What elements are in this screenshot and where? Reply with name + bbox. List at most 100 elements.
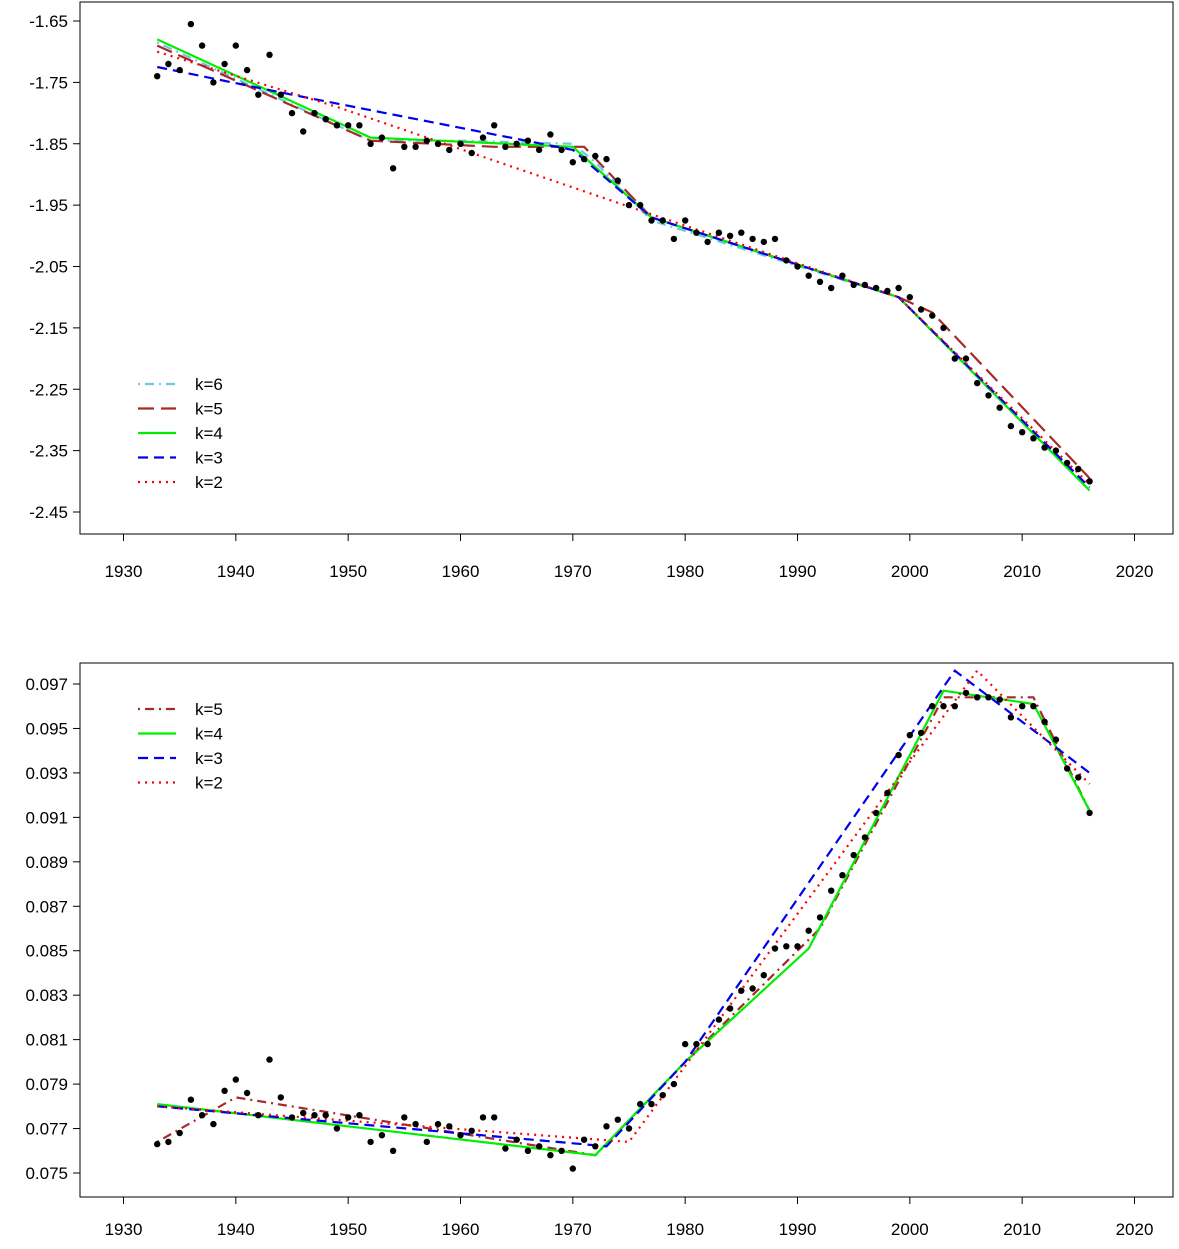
data-point	[783, 257, 790, 264]
data-point	[322, 1112, 329, 1119]
data-point	[378, 134, 386, 141]
data-point	[861, 281, 869, 289]
x-tick-label: 1940	[217, 1220, 255, 1239]
data-point	[502, 1145, 509, 1152]
data-point	[580, 155, 588, 163]
data-point	[491, 122, 498, 129]
data-point	[996, 696, 1003, 703]
data-point	[198, 1112, 206, 1119]
data-point	[929, 312, 936, 319]
x-tick-label: 1940	[217, 562, 255, 581]
data-point	[535, 146, 543, 154]
data-point	[850, 281, 857, 289]
data-point	[917, 306, 925, 313]
y-tick-label: 0.085	[25, 942, 68, 961]
data-point	[1019, 429, 1026, 436]
data-point	[760, 972, 767, 979]
data-point	[1007, 422, 1015, 430]
data-point	[513, 1136, 520, 1143]
series-line-k=2	[157, 669, 1091, 1144]
data-point	[1041, 718, 1048, 725]
data-point	[1086, 478, 1093, 485]
data-point	[389, 1147, 397, 1155]
data-point	[884, 789, 891, 797]
data-point	[828, 887, 835, 894]
data-point	[580, 1136, 588, 1143]
data-point	[962, 355, 970, 362]
x-tick-label: 2000	[891, 562, 929, 581]
data-point	[996, 404, 1003, 411]
data-point	[682, 1040, 689, 1048]
data-point	[951, 355, 958, 362]
data-point	[783, 943, 790, 950]
data-point	[423, 1138, 430, 1146]
data-point	[1041, 444, 1048, 451]
data-point	[401, 1114, 408, 1121]
data-point	[1075, 465, 1082, 473]
legend-label: k=4	[195, 424, 223, 443]
y-tick-label: 0.097	[25, 675, 68, 694]
data-point	[1052, 447, 1060, 454]
series-line-k=5	[156, 44, 1091, 479]
data-point	[401, 143, 408, 150]
data-point	[659, 217, 666, 224]
legend-label: k=5	[195, 400, 223, 419]
data-point	[378, 1132, 386, 1139]
data-point	[1019, 703, 1026, 710]
x-tick-label: 1960	[442, 562, 480, 581]
data-point	[412, 143, 419, 150]
data-point	[165, 60, 172, 68]
data-point	[232, 42, 239, 49]
data-point	[771, 235, 779, 243]
y-tick-label: 0.079	[25, 1075, 68, 1094]
data-point	[648, 217, 655, 224]
data-point	[839, 872, 846, 879]
data-point	[1007, 714, 1015, 721]
data-point	[749, 235, 756, 243]
y-tick-label: 0.095	[25, 719, 68, 738]
data-point	[974, 694, 981, 701]
y-tick-label: 0.083	[25, 986, 68, 1005]
data-point	[726, 232, 734, 239]
data-point	[962, 689, 970, 697]
y-tick-label: 0.081	[25, 1031, 68, 1050]
y-tick-label: 0.093	[25, 764, 68, 783]
data-point	[839, 272, 846, 279]
data-point	[726, 1005, 734, 1012]
x-tick-label: 1950	[329, 562, 367, 581]
x-tick-label: 2000	[891, 1220, 929, 1239]
data-point	[715, 1016, 723, 1023]
data-point	[356, 122, 363, 129]
x-tick-label: 1990	[779, 1220, 817, 1239]
data-point	[367, 1138, 374, 1146]
data-point	[872, 284, 880, 292]
data-point	[614, 1116, 621, 1123]
data-point	[850, 851, 857, 859]
x-tick-label: 2020	[1116, 1220, 1154, 1239]
data-point	[974, 379, 981, 387]
data-point	[187, 1096, 195, 1103]
data-point	[771, 945, 779, 952]
data-point	[940, 324, 947, 332]
data-point	[670, 1080, 678, 1088]
data-point	[311, 109, 318, 117]
y-tick-label: -2.45	[29, 503, 68, 522]
data-point	[1086, 809, 1093, 817]
data-point	[614, 177, 621, 184]
data-point	[558, 1147, 565, 1155]
data-point	[592, 152, 599, 160]
series-line-k=3	[156, 65, 1091, 489]
data-point	[625, 201, 633, 209]
y-tick-label: 0.077	[25, 1120, 68, 1139]
data-point	[749, 985, 756, 992]
y-tick-label: 0.075	[25, 1164, 68, 1183]
data-point	[502, 143, 509, 150]
y-tick-label: -2.25	[29, 380, 68, 399]
data-point	[434, 1120, 442, 1128]
y-tick-label: 0.091	[25, 808, 68, 827]
data-point	[738, 987, 745, 994]
data-point	[434, 140, 442, 147]
series-line-k=4	[157, 689, 1091, 1157]
data-point	[547, 1152, 554, 1159]
